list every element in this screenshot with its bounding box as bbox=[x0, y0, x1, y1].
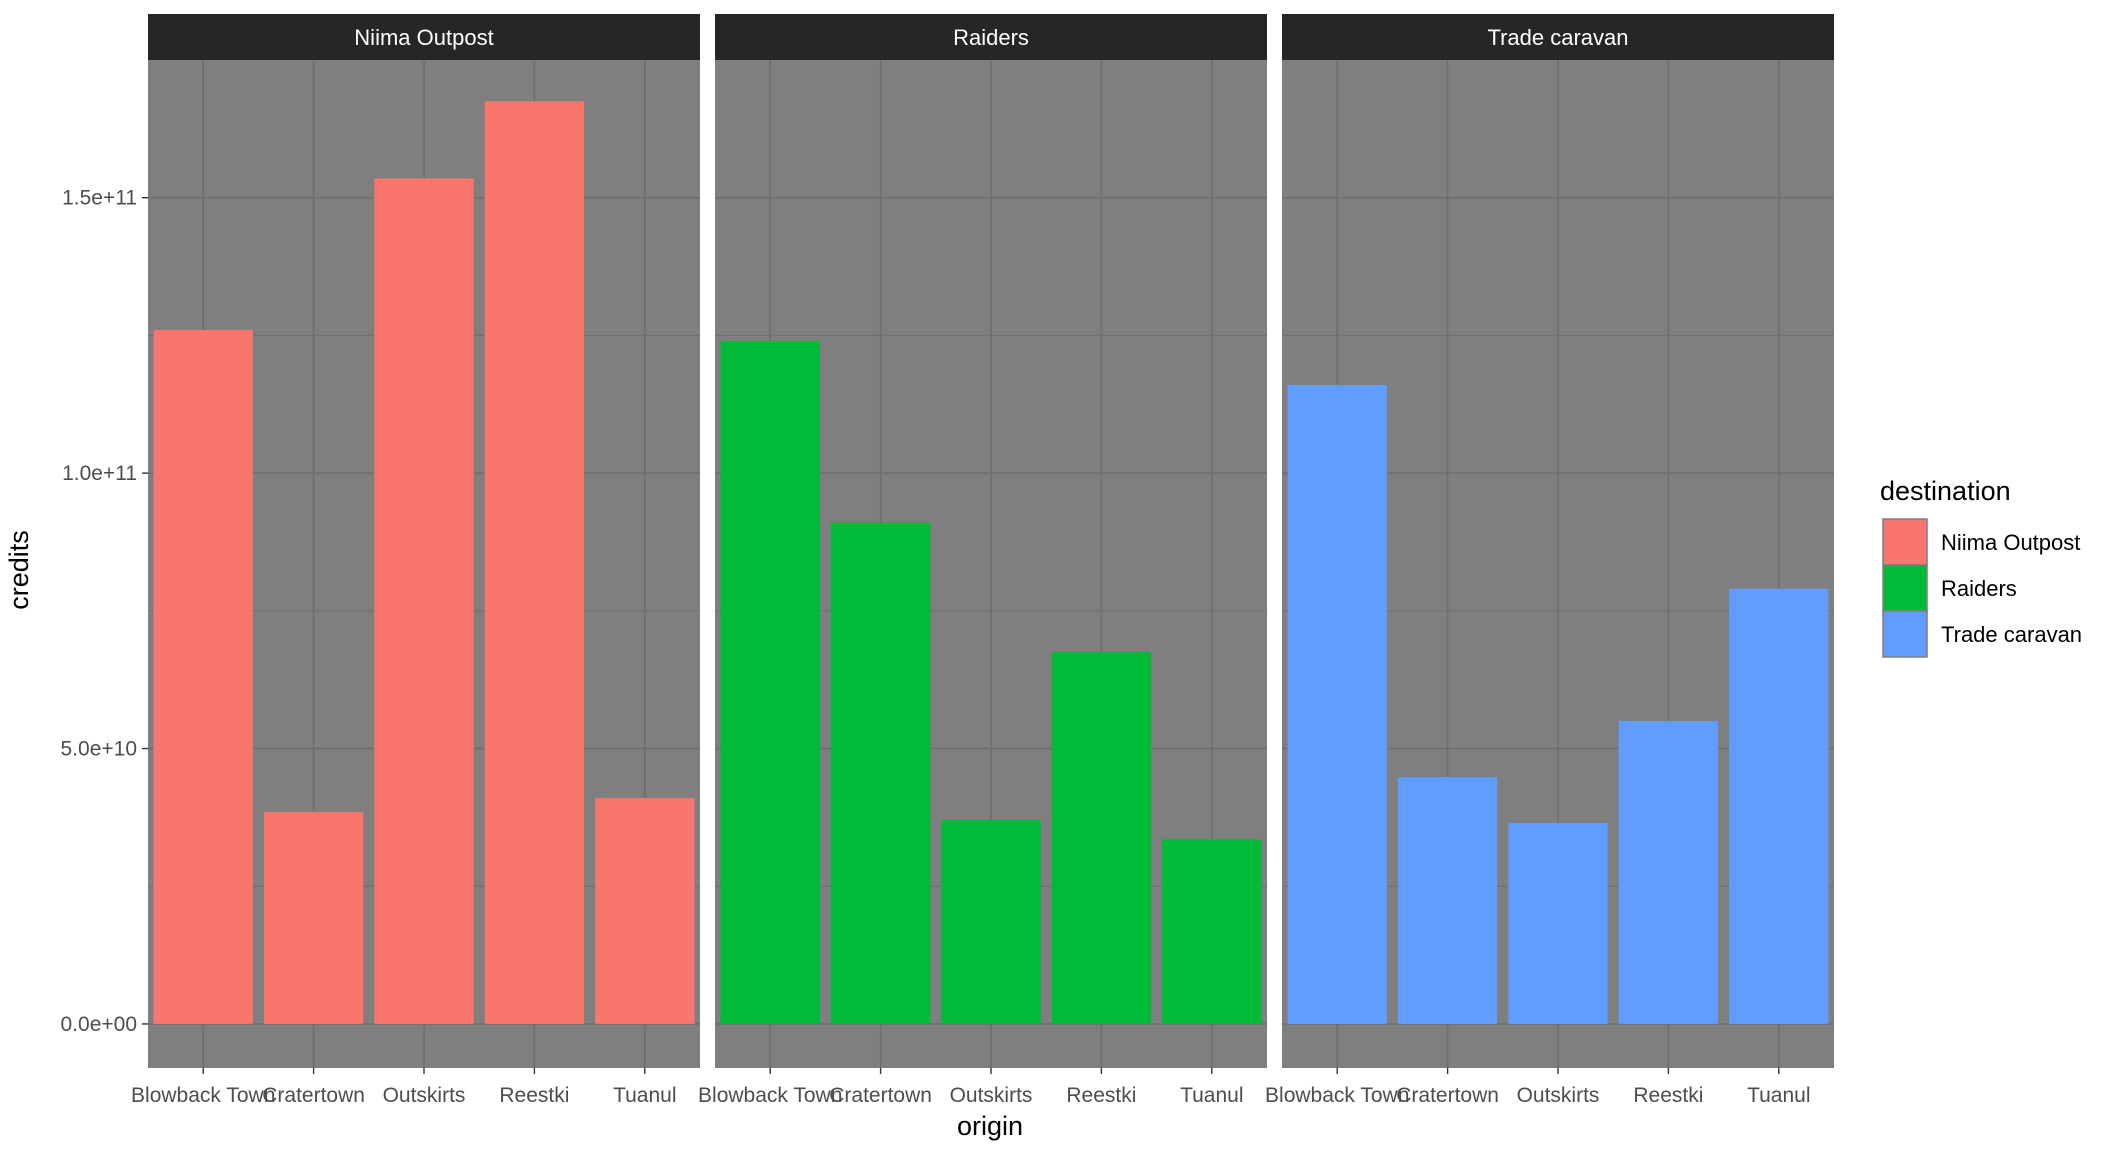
bar-raiders-cratertown bbox=[830, 522, 931, 1024]
x-tick-label: Blowback Town bbox=[698, 1084, 842, 1107]
y-tick-label: 5.0e+10 bbox=[61, 738, 138, 761]
y-tick-label: 1.0e+11 bbox=[62, 462, 137, 485]
legend-key-trade-caravan bbox=[1882, 610, 1928, 658]
bar-niima-outpost-blowback-town bbox=[153, 329, 253, 1024]
x-tick-label: Reestki bbox=[1633, 1084, 1703, 1107]
bar-trade-caravan-cratertown bbox=[1397, 777, 1498, 1024]
bar-trade-caravan-outskirts bbox=[1508, 822, 1608, 1024]
y-tick-label: 0.0e+00 bbox=[61, 1013, 138, 1036]
x-tick-label: Outskirts bbox=[1517, 1084, 1600, 1107]
facet-strip bbox=[1282, 14, 1834, 60]
x-axis-title: origin bbox=[957, 1111, 1023, 1141]
legend: destination Niima Outpost Raiders Trade ca… bbox=[1880, 476, 2082, 658]
x-tick-label: Outskirts bbox=[950, 1084, 1033, 1107]
bar-trade-caravan-blowback-town bbox=[1287, 384, 1387, 1024]
facet-strip-label: Niima Outpost bbox=[354, 25, 493, 50]
x-tick-label: Cratertown bbox=[1396, 1084, 1499, 1107]
legend-key-niima-outpost bbox=[1882, 518, 1928, 566]
bar-raiders-reestki bbox=[1051, 652, 1152, 1024]
x-tick-label: Reestki bbox=[499, 1084, 569, 1107]
bar-trade-caravan-reestki bbox=[1618, 720, 1719, 1024]
bar-niima-outpost-reestki bbox=[484, 101, 585, 1024]
facet-strip-label: Trade caravan bbox=[1487, 25, 1628, 50]
x-tick-label: Outskirts bbox=[383, 1084, 466, 1107]
bar-raiders-blowback-town bbox=[720, 340, 820, 1024]
bar-niima-outpost-tuanul bbox=[595, 798, 695, 1024]
bar-niima-outpost-outskirts bbox=[374, 178, 474, 1024]
x-tick-label: Tuanul bbox=[1747, 1084, 1810, 1107]
legend-title: destination bbox=[1880, 476, 2011, 506]
x-tick-label: Blowback Town bbox=[1265, 1084, 1409, 1107]
x-tick-label: Cratertown bbox=[262, 1084, 365, 1107]
legend-label: Niima Outpost bbox=[1941, 530, 2080, 555]
facet-strip-label: Raiders bbox=[953, 25, 1029, 50]
bar-raiders-outskirts bbox=[941, 820, 1041, 1024]
bar-raiders-tuanul bbox=[1162, 839, 1262, 1024]
x-tick-label: Blowback Town bbox=[131, 1084, 275, 1107]
bar-niima-outpost-cratertown bbox=[263, 811, 364, 1024]
x-tick-label: Cratertown bbox=[829, 1084, 932, 1107]
bar-trade-caravan-tuanul bbox=[1729, 588, 1829, 1024]
legend-label: Raiders bbox=[1941, 576, 2017, 601]
y-axis-title: credits bbox=[4, 530, 34, 610]
y-axis: 0.0e+00 5.0e+10 1.0e+11 1.5e+11 bbox=[61, 187, 148, 1036]
facet-strip bbox=[148, 14, 700, 60]
legend-key-raiders bbox=[1882, 564, 1928, 612]
x-tick-label: Tuanul bbox=[613, 1084, 676, 1107]
legend-label: Trade caravan bbox=[1941, 622, 2082, 647]
x-tick-label: Reestki bbox=[1066, 1084, 1136, 1107]
facet-strip bbox=[715, 14, 1267, 60]
y-tick-label: 1.5e+11 bbox=[62, 187, 137, 210]
x-tick-label: Tuanul bbox=[1180, 1084, 1243, 1107]
